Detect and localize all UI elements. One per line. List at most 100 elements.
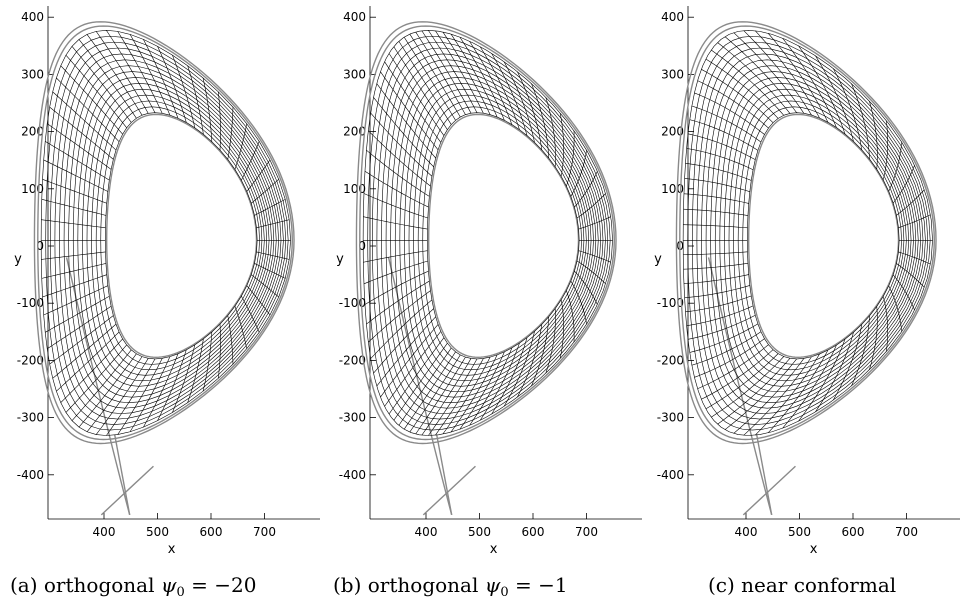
outer-boundary xyxy=(33,21,295,445)
mesh-poloidal-line xyxy=(754,30,820,119)
x-tick-label: 400 xyxy=(415,525,438,539)
mesh-poloidal-line xyxy=(256,219,290,229)
y-tick-label: -100 xyxy=(339,296,366,310)
mesh-poloidal-line xyxy=(52,323,117,379)
mesh-poloidal-line xyxy=(157,349,187,421)
mesh-poloidal-line xyxy=(896,263,925,288)
mesh-poloidal-line xyxy=(815,55,854,142)
mesh-poloidal-line xyxy=(251,179,279,204)
x-axis-label: x xyxy=(168,542,176,557)
mesh-poloidal-line xyxy=(459,351,505,430)
divertor-leg-right xyxy=(114,434,131,515)
mesh-poloidal-line xyxy=(71,46,132,123)
mesh-radial-surface xyxy=(742,106,902,365)
mesh-poloidal-line xyxy=(42,274,107,298)
mesh-poloidal-line xyxy=(683,251,748,256)
mesh-poloidal-line xyxy=(882,296,889,352)
mesh-poloidal-line xyxy=(491,53,528,136)
mesh-poloidal-line xyxy=(78,39,137,119)
x-tick-label: 700 xyxy=(253,525,276,539)
mesh-poloidal-line xyxy=(686,305,754,327)
divertor-leg-right xyxy=(756,434,773,515)
mesh-poloidal-line xyxy=(851,83,870,160)
mesh-poloidal-line xyxy=(798,45,846,135)
mesh-poloidal-line xyxy=(491,337,528,415)
mesh-poloidal-line xyxy=(393,342,448,421)
mesh-poloidal-line xyxy=(202,331,213,392)
separatrix-leg xyxy=(387,257,453,516)
mesh-poloidal-line xyxy=(384,61,442,143)
mesh-poloidal-line xyxy=(578,216,611,230)
mesh-poloidal-line xyxy=(45,141,110,181)
mesh-poloidal-line xyxy=(888,285,902,332)
mesh-poloidal-line xyxy=(683,193,749,204)
y-tick-label: -300 xyxy=(17,411,44,425)
mesh-radial-surface xyxy=(50,41,287,425)
mesh-poloidal-line xyxy=(578,250,611,263)
mesh-poloidal-line xyxy=(376,316,436,387)
mesh-poloidal-line xyxy=(733,32,805,114)
mesh-poloidal-line xyxy=(415,31,466,115)
y-tick-label: 300 xyxy=(21,67,44,81)
mesh-poloidal-line xyxy=(366,149,430,197)
mesh-radial-surface xyxy=(427,112,580,360)
divertor-leg-left xyxy=(742,465,796,516)
x-tick-label: 500 xyxy=(468,525,491,539)
mesh-radial-surface xyxy=(733,94,907,376)
mesh-poloidal-line xyxy=(157,46,187,123)
mesh-poloidal-line xyxy=(767,349,829,434)
mesh-poloidal-line xyxy=(517,71,543,150)
mesh-poloidal-line xyxy=(733,358,805,434)
mesh-radial-surface xyxy=(372,41,609,425)
mesh-poloidal-line xyxy=(869,306,878,370)
mesh-poloidal-line xyxy=(380,71,439,150)
mesh-poloidal-line xyxy=(398,41,452,125)
divertor-leg-left xyxy=(422,465,476,516)
y-tick-label: -400 xyxy=(17,468,44,482)
mesh-poloidal-line xyxy=(117,358,163,435)
divertor-leg-left xyxy=(100,465,154,516)
y-tick-label: 400 xyxy=(21,10,44,24)
mesh-poloidal-line xyxy=(60,65,123,135)
mesh-radial-surface xyxy=(59,53,282,414)
mesh-poloidal-line xyxy=(689,323,759,353)
mesh-poloidal-line xyxy=(701,69,774,123)
mesh-poloidal-line xyxy=(685,163,752,181)
mesh-radial-surface xyxy=(682,30,933,436)
mesh-poloidal-line xyxy=(234,306,248,349)
mesh-poloidal-line xyxy=(798,339,846,422)
mesh-radial-surface xyxy=(105,112,258,360)
mesh-poloidal-line xyxy=(442,31,491,115)
mesh-poloidal-line xyxy=(570,280,587,325)
mesh-poloidal-line xyxy=(364,170,429,208)
x-tick-label: 600 xyxy=(200,525,223,539)
mesh-poloidal-line xyxy=(370,299,433,359)
outer-boundary xyxy=(355,21,617,445)
mesh-poloidal-line xyxy=(697,344,769,389)
mesh-poloidal-line xyxy=(479,343,520,421)
mesh-poloidal-line xyxy=(45,295,110,333)
mesh-poloidal-line xyxy=(683,208,748,216)
mesh-poloidal-line xyxy=(559,299,564,359)
mesh-poloidal-line xyxy=(241,141,260,181)
mesh-poloidal-line xyxy=(65,54,127,128)
mesh-radial-surface xyxy=(692,41,929,425)
mesh-poloidal-line xyxy=(41,263,107,279)
caption-a: (a) orthogonal ψ0 = −20 xyxy=(10,573,257,600)
mesh-poloidal-line xyxy=(227,107,234,160)
mesh-poloidal-line xyxy=(246,285,271,316)
mesh-poloidal-line xyxy=(143,353,179,428)
mesh-poloidal-line xyxy=(694,338,765,378)
y-tick-label: -300 xyxy=(339,411,366,425)
mesh-poloidal-line xyxy=(882,120,889,180)
mesh-poloidal-line xyxy=(129,34,171,116)
mesh-poloidal-line xyxy=(531,316,550,387)
mesh-poloidal-line xyxy=(143,39,179,119)
panel-b: 400 300 200 100 0 -100 -200 -300 -400 400 500 600 70… xyxy=(336,6,642,557)
x-tick-label: 500 xyxy=(788,525,811,539)
outer-boundary xyxy=(679,25,935,441)
mesh-poloidal-line xyxy=(388,337,445,415)
mesh-poloidal-line xyxy=(898,214,931,229)
mesh-poloidal-line xyxy=(566,290,575,343)
